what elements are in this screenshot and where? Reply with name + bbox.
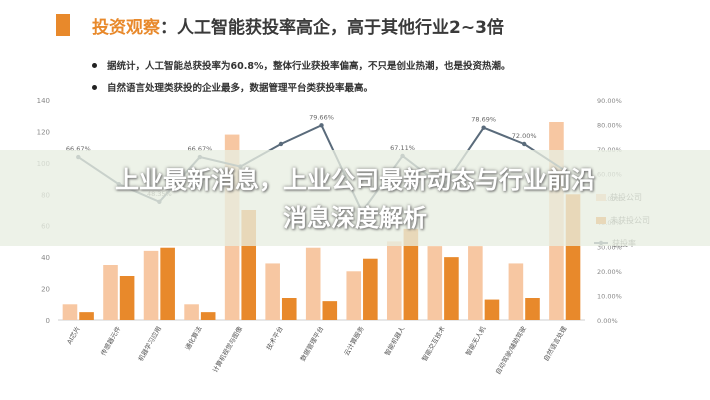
y-right-tick-label: 30.00% (597, 244, 622, 252)
bar-unfunded-companies (363, 258, 378, 320)
title-accent-bar (56, 14, 70, 36)
data-label-funding-rate: 66.67% (187, 145, 212, 153)
bar-unfunded-companies (444, 257, 459, 320)
bar-unfunded-companies (200, 312, 216, 320)
title-rest: 人工智能获投率高企，高于其他行业2~3倍 (177, 18, 504, 38)
bullet-dot-icon (92, 84, 97, 90)
x-category-label: 智能无人机 (463, 324, 487, 357)
bullet-dot-icon (92, 62, 97, 68)
x-category-label: 自动驾驶/辅助驾驶 (493, 324, 528, 376)
y-right-tick-label: 80.00% (597, 121, 622, 129)
bullet-item: 据统计，人工智能总获投率为60.8%，整体行业获投率偏高，不只是创业热潮，也是投… (92, 54, 592, 76)
x-category-label: 计算机视觉与图像 (210, 324, 244, 374)
data-label-funding-rate: 78.69% (471, 116, 496, 124)
y-right-tick-label: 90.00% (597, 97, 622, 105)
x-category-label: 机器学习应用 (136, 325, 163, 363)
y-right-tick-label: 0.00% (597, 317, 618, 325)
bar-unfunded-companies (281, 298, 297, 320)
bar-funded-companies (62, 304, 78, 320)
bar-unfunded-companies (484, 299, 500, 320)
bullet-item: 自然语言处理类获投的企业最多，数据管理平台类获投率最高。 (92, 76, 592, 98)
x-category-label: 智能机器人 (382, 324, 406, 357)
bar-unfunded-companies (160, 247, 175, 320)
x-category-label: 通化算法 (183, 324, 204, 351)
y-left-tick-label: 120 (37, 128, 50, 136)
slide-title: 投资观察：人工智能获投率高企，高于其他行业2~3倍 (92, 13, 504, 38)
bullet-text: 自然语言处理类获投的企业最多，数据管理平台类获投率最高。 (107, 83, 374, 94)
data-label-funding-rate: 72.00% (512, 132, 537, 140)
title-colon: ： (160, 18, 177, 38)
bar-funded-companies (508, 263, 524, 320)
line-point-funding-rate (521, 141, 527, 147)
bar-unfunded-companies (525, 298, 540, 320)
y-left-tick-label: 40 (41, 254, 50, 262)
bar-unfunded-companies (322, 301, 338, 320)
y-left-tick-label: 140 (37, 97, 50, 105)
data-label-funding-rate: 67.11% (390, 144, 415, 152)
y-right-tick-label: 70.00% (597, 146, 622, 154)
bar-funded-companies (346, 271, 362, 320)
data-label-funding-rate: 79.66% (309, 113, 334, 121)
bar-funded-companies (468, 246, 483, 320)
bar-unfunded-companies (403, 228, 419, 320)
x-category-label: AI芯片 (65, 325, 82, 346)
line-point-funding-rate (481, 125, 486, 130)
line-point-funding-rate (278, 141, 284, 147)
bar-funded-companies (305, 247, 321, 320)
bar-funded-companies (265, 263, 280, 320)
x-category-label: 传感器元件 (98, 324, 122, 357)
line-point-funding-rate (319, 123, 324, 128)
y-right-tick-label: 10.00% (597, 293, 622, 301)
bar-funded-companies (103, 265, 118, 320)
slide-header: 投资观察：人工智能获投率高企，高于其他行业2~3倍 (0, 0, 710, 46)
overlay-headline-line2: 消息深度解析 (283, 204, 427, 232)
y-left-tick-label: 20 (41, 286, 50, 294)
x-category-label: 自然语言处理 (541, 324, 569, 363)
x-category-label: 数据管理平台 (298, 325, 325, 363)
title-main: 投资观察 (92, 18, 160, 38)
data-label-funding-rate: 66.67% (66, 145, 91, 153)
bullet-text: 据统计，人工智能总获投率为60.8%，整体行业获投率偏高，不只是创业热潮，也是投… (107, 61, 511, 72)
bullet-list: 据统计，人工智能总获投率为60.8%，整体行业获投率偏高，不只是创业热潮，也是投… (92, 54, 592, 98)
y-left-tick-label: 0 (46, 317, 50, 325)
bar-funded-companies (184, 304, 199, 320)
overlay-headline-line1: 上业最新消息，上业公司最新动态与行业前沿 (115, 166, 595, 194)
bar-funded-companies (386, 241, 402, 320)
x-category-label: 技术平台 (264, 325, 285, 352)
bar-funded-companies (143, 250, 159, 320)
x-category-label: 云计算服务 (342, 324, 366, 357)
bar-funded-companies (427, 246, 443, 320)
news-overlay-banner (0, 150, 710, 246)
bar-unfunded-companies (79, 312, 94, 320)
x-category-label: 智能交互技术 (420, 324, 448, 363)
y-right-tick-label: 20.00% (597, 268, 622, 276)
bar-unfunded-companies (119, 276, 135, 320)
